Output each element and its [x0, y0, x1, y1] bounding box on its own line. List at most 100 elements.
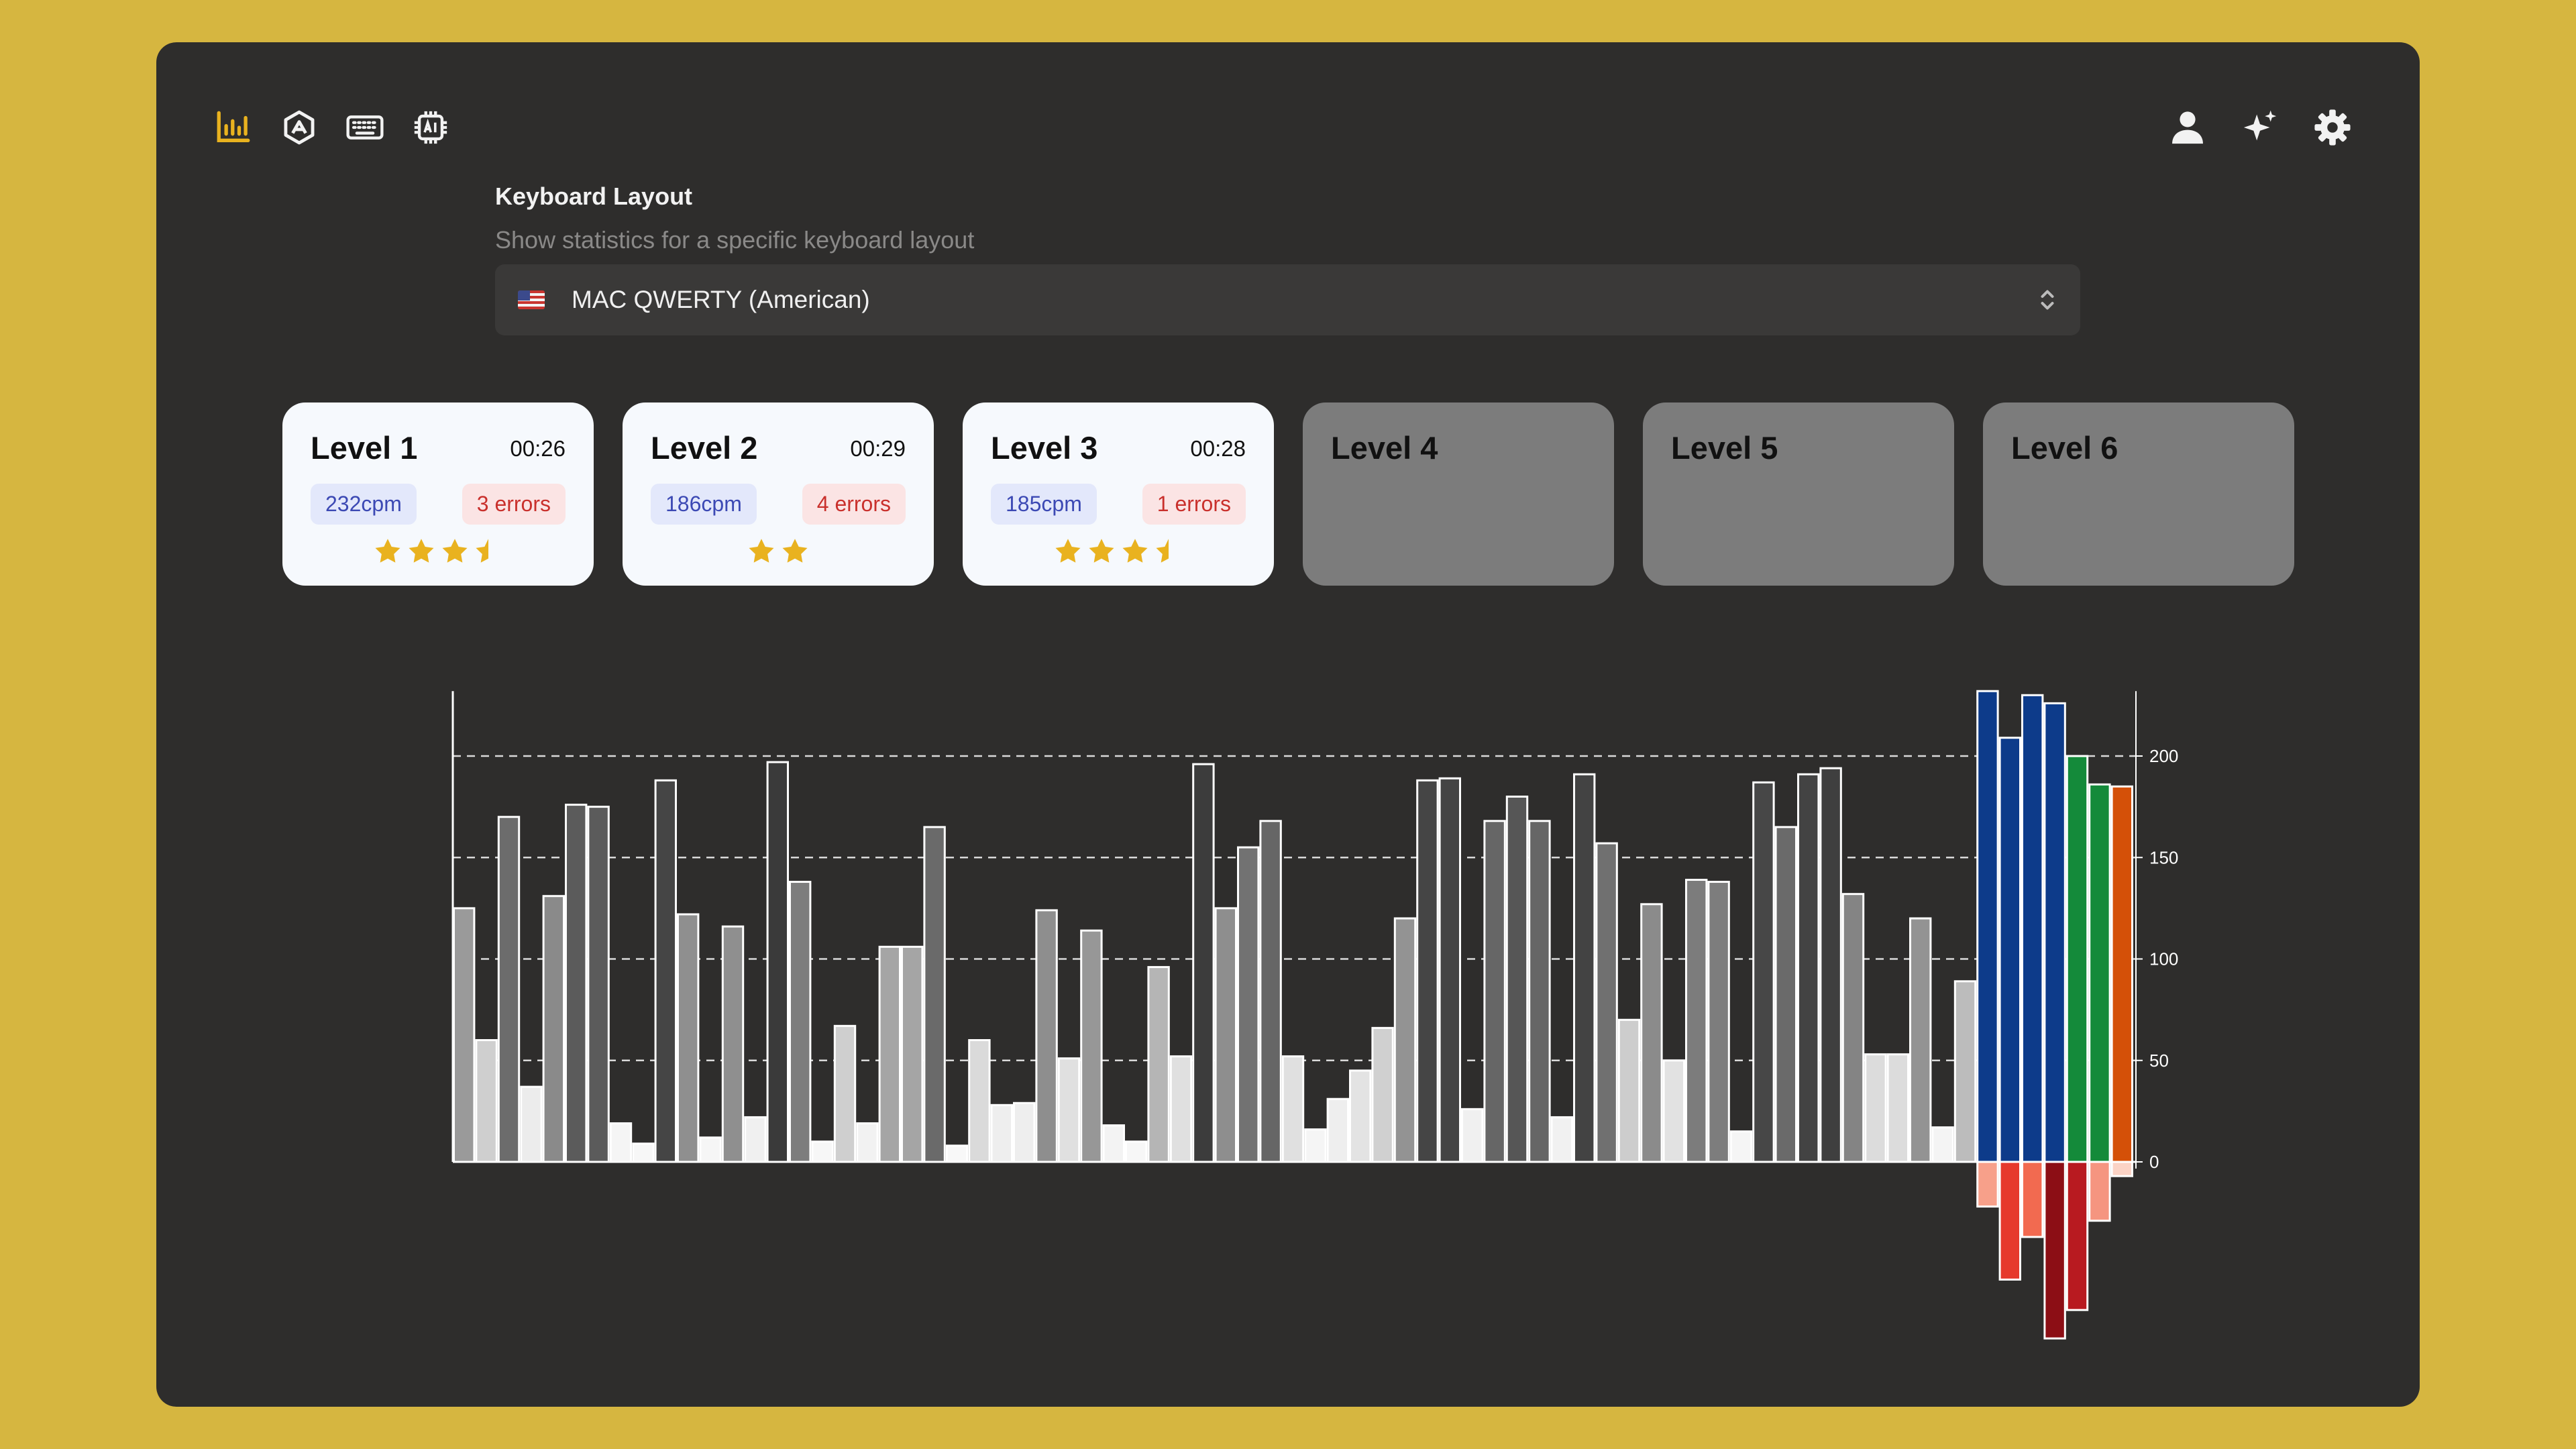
recent-bar	[1976, 690, 1999, 1163]
recent-bar	[1998, 737, 2022, 1163]
history-bar	[1416, 779, 1439, 1163]
level-card-2[interactable]: Level 2 00:29 186cpm 4 errors	[623, 402, 934, 586]
history-bar	[990, 1104, 1013, 1163]
recent-bar	[2021, 694, 2044, 1163]
tick-label: 0	[2149, 1152, 2159, 1172]
recent-bar	[2110, 785, 2134, 1163]
tick-label: 200	[2149, 746, 2178, 766]
history-bar	[1259, 820, 1282, 1163]
star-icon	[375, 539, 400, 563]
history-bar	[1595, 842, 1618, 1163]
errors-badge: 4 errors	[802, 484, 906, 525]
history-bar	[744, 1116, 767, 1163]
history-bar	[1304, 1128, 1327, 1163]
error-bar	[2043, 1161, 2066, 1340]
keyboard-layout-section: Keyboard Layout Show statistics for a sp…	[495, 180, 2080, 335]
recent-bar	[2088, 783, 2111, 1163]
history-bar	[1057, 1057, 1081, 1163]
history-bar	[856, 1122, 879, 1163]
history-bar	[1685, 879, 1708, 1163]
history-bar	[699, 1136, 722, 1163]
error-bar	[2088, 1161, 2111, 1222]
level-card-6[interactable]: Level 6	[1983, 402, 2294, 586]
history-bar	[542, 895, 565, 1163]
level-title: Level 4	[1331, 430, 1438, 466]
history-bar	[453, 907, 476, 1163]
history-bar	[1349, 1069, 1372, 1163]
half-star-icon	[476, 539, 488, 563]
level-title: Level 5	[1671, 430, 1778, 466]
ai-chip-icon	[414, 111, 447, 144]
stats-icon	[217, 111, 250, 142]
level-card-5[interactable]: Level 5	[1643, 402, 1954, 586]
error-bar	[2021, 1161, 2044, 1238]
history-bar	[1013, 1102, 1036, 1163]
history-bar	[1281, 1055, 1305, 1163]
history-bar	[1841, 893, 1865, 1163]
history-bar	[833, 1024, 857, 1163]
level-card-4[interactable]: Level 4	[1303, 402, 1614, 586]
history-bar	[968, 1039, 991, 1163]
history-bar	[1953, 980, 1977, 1163]
history-bar	[1080, 929, 1103, 1163]
history-bar	[1573, 773, 1596, 1163]
history-bar	[1125, 1140, 1148, 1163]
history-bar	[1147, 966, 1170, 1163]
history-bar	[1483, 820, 1506, 1163]
level-card-3[interactable]: Level 3 00:28 185cpm 1 errors	[963, 402, 1274, 586]
sparkles-button[interactable]	[2237, 104, 2284, 151]
user-button[interactable]	[2164, 104, 2211, 151]
history-bar	[1909, 917, 1932, 1163]
history-bar	[565, 804, 588, 1163]
history-bar	[1214, 907, 1237, 1163]
history-bar	[1550, 1116, 1574, 1163]
history-bar	[1371, 1026, 1394, 1163]
level-card-1[interactable]: Level 1 00:26 232cpm 3 errors	[282, 402, 594, 586]
stats-button[interactable]	[210, 104, 257, 151]
level-title: Level 2	[651, 430, 758, 466]
star-icon	[409, 539, 434, 563]
tick-label: 50	[2149, 1051, 2169, 1071]
error-bar	[2065, 1161, 2089, 1311]
history-bar	[901, 945, 924, 1163]
tick-label: 150	[2149, 847, 2178, 867]
history-bar	[1819, 767, 1842, 1163]
history-bar	[1326, 1097, 1349, 1163]
toolbar-left	[210, 104, 454, 151]
star-icon	[749, 539, 774, 563]
history-bar	[721, 925, 745, 1163]
history-bar	[497, 816, 521, 1163]
history-bar	[811, 1140, 834, 1163]
history-bar	[587, 806, 610, 1163]
keyboard-button[interactable]	[341, 104, 388, 151]
tick-label: 100	[2149, 949, 2178, 969]
keyboard-layout-select[interactable]: MAC QWERTY (American)	[495, 264, 2080, 335]
level-time: 00:28	[1190, 436, 1246, 461]
keyboard-layout-value: MAC QWERTY (American)	[572, 286, 870, 313]
speed-chart: 0 50 100 150 200	[451, 690, 2178, 1340]
chevron-up-down-icon	[2041, 290, 2054, 310]
history-bar	[1774, 826, 1798, 1163]
history-bar	[1393, 917, 1417, 1163]
history-bar	[1102, 1124, 1125, 1163]
settings-button[interactable]	[2309, 104, 2356, 151]
history-bar	[1192, 763, 1215, 1163]
star-icon	[1122, 539, 1148, 563]
half-star-icon	[1156, 539, 1169, 563]
history-bar	[1797, 773, 1820, 1163]
level-title: Level 1	[311, 430, 418, 466]
history-bar	[1640, 903, 1663, 1163]
ai-button[interactable]	[407, 104, 454, 151]
history-bar	[475, 1039, 498, 1163]
layout-button[interactable]	[276, 104, 323, 151]
gear-icon	[2314, 109, 2351, 146]
level-title: Level 6	[2011, 430, 2118, 466]
star-icon	[442, 539, 468, 563]
history-bar	[1237, 846, 1260, 1163]
level-time: 00:26	[510, 436, 566, 461]
history-bar	[1931, 1126, 1954, 1163]
star-rating	[991, 537, 1246, 566]
keyboard-layout-label: Keyboard Layout	[495, 182, 693, 210]
history-bar	[520, 1085, 543, 1163]
history-bar	[1752, 781, 1775, 1163]
